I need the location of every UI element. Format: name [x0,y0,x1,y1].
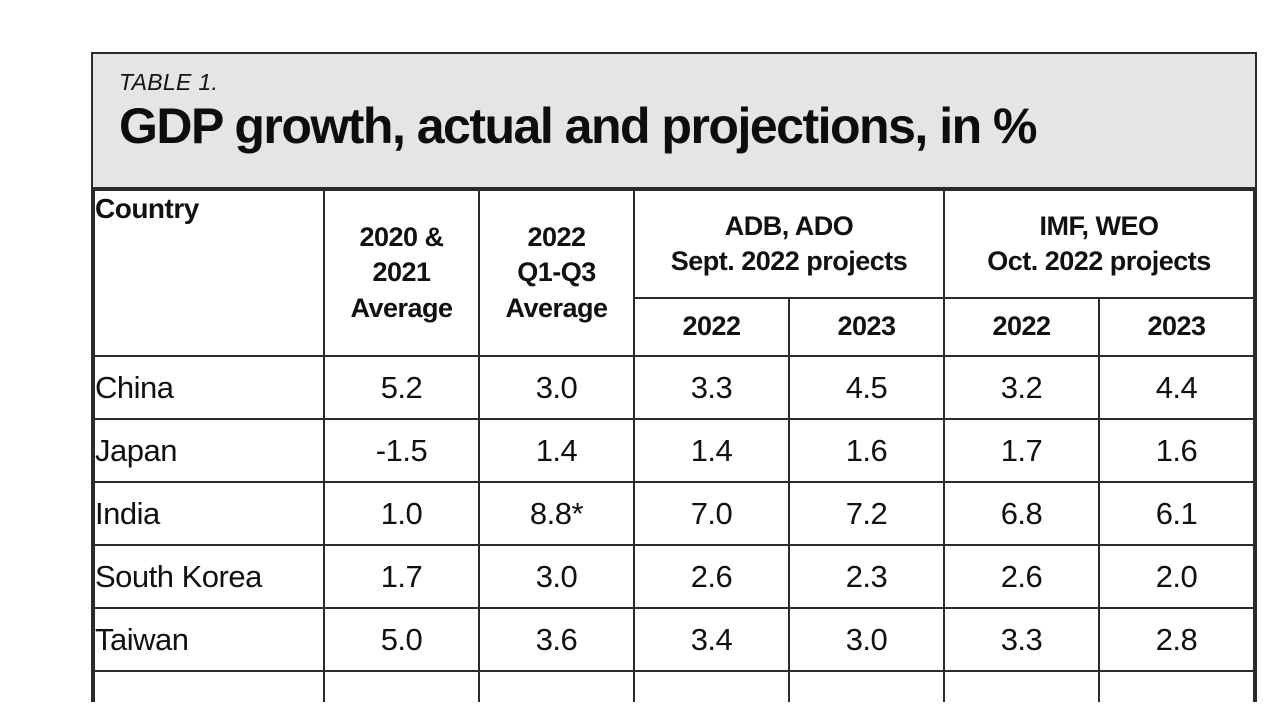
value-cell: 3.0 [478,355,635,420]
value-cell: 3.2 [943,355,1100,420]
value-cell: 8.8* [478,481,635,546]
table-row-south-korea: South Korea 1.7 3.0 2.6 2.3 2.6 2.0 [93,544,1255,609]
column-header-adb-2023: 2023 [788,297,945,357]
cut-off-cell [478,670,635,702]
table-body: China 5.2 3.0 3.3 4.5 3.2 4.4 Japan -1.5… [93,355,1255,702]
cut-off-cell [633,670,790,702]
value-cell: 3.3 [633,355,790,420]
value-cell: 2.6 [633,544,790,609]
value-cell: 1.7 [323,544,480,609]
value-cell: 2.8 [1098,607,1255,672]
cut-off-cell [943,670,1100,702]
value-cell: 1.6 [788,418,945,483]
value-cell: 3.3 [943,607,1100,672]
value-cell: 1.6 [1098,418,1255,483]
value-cell: 1.4 [633,418,790,483]
column-header-2020-2021-average: 2020 & 2021 Average [323,189,480,357]
value-cell: 1.7 [943,418,1100,483]
table-row-china: China 5.2 3.0 3.3 4.5 3.2 4.4 [93,355,1255,420]
value-cell: 3.4 [633,607,790,672]
value-cell: 2.3 [788,544,945,609]
country-cell: Japan [93,418,325,483]
cut-off-cell [788,670,945,702]
gdp-table-figure: TABLE 1. GDP growth, actual and projecti… [91,52,1257,702]
value-cell: 4.4 [1098,355,1255,420]
country-cell: China [93,355,325,420]
value-cell: 5.0 [323,607,480,672]
country-cell: Taiwan [93,607,325,672]
table-title: GDP growth, actual and projections, in % [119,98,1037,154]
column-header-adb-2022: 2022 [633,297,790,357]
column-header-2022-q1q3-average: 2022 Q1-Q3 Average [478,189,635,357]
country-cell: India [93,481,325,546]
column-header-imf-2022: 2022 [943,297,1100,357]
value-cell: 7.0 [633,481,790,546]
title-band: TABLE 1. GDP growth, actual and projecti… [93,54,1255,189]
value-cell: 3.0 [788,607,945,672]
value-cell: 6.8 [943,481,1100,546]
value-cell: 2.6 [943,544,1100,609]
cut-off-cell [93,670,325,702]
cut-off-row [93,670,1255,702]
column-group-imf-weo: IMF, WEO Oct. 2022 projects [943,189,1255,299]
value-cell: 3.0 [478,544,635,609]
table-header: Country 2020 & 2021 Average 2022 Q1-Q3 A… [93,189,1255,357]
table-row-taiwan: Taiwan 5.0 3.6 3.4 3.0 3.3 2.8 [93,607,1255,672]
value-cell: 3.6 [478,607,635,672]
value-cell: 2.0 [1098,544,1255,609]
table-row-india: India 1.0 8.8* 7.0 7.2 6.8 6.1 [93,481,1255,546]
table-label: TABLE 1. [119,69,219,95]
value-cell: 7.2 [788,481,945,546]
column-group-adb-ado: ADB, ADO Sept. 2022 projects [633,189,945,299]
column-header-country: Country [93,189,325,357]
cut-off-cell [1098,670,1255,702]
value-cell: -1.5 [323,418,480,483]
table-row-japan: Japan -1.5 1.4 1.4 1.6 1.7 1.6 [93,418,1255,483]
value-cell: 1.4 [478,418,635,483]
header-year-row: 2022 2023 2022 2023 [94,297,1255,357]
value-cell: 5.2 [323,355,480,420]
value-cell: 6.1 [1098,481,1255,546]
gdp-table: Country 2020 & 2021 Average 2022 Q1-Q3 A… [93,189,1255,702]
header-group-row: Country 2020 & 2021 Average 2022 Q1-Q3 A… [93,189,1255,357]
column-header-imf-2023: 2023 [1098,297,1255,357]
country-cell: South Korea [93,544,325,609]
value-cell: 4.5 [788,355,945,420]
value-cell: 1.0 [323,481,480,546]
cut-off-cell [323,670,480,702]
